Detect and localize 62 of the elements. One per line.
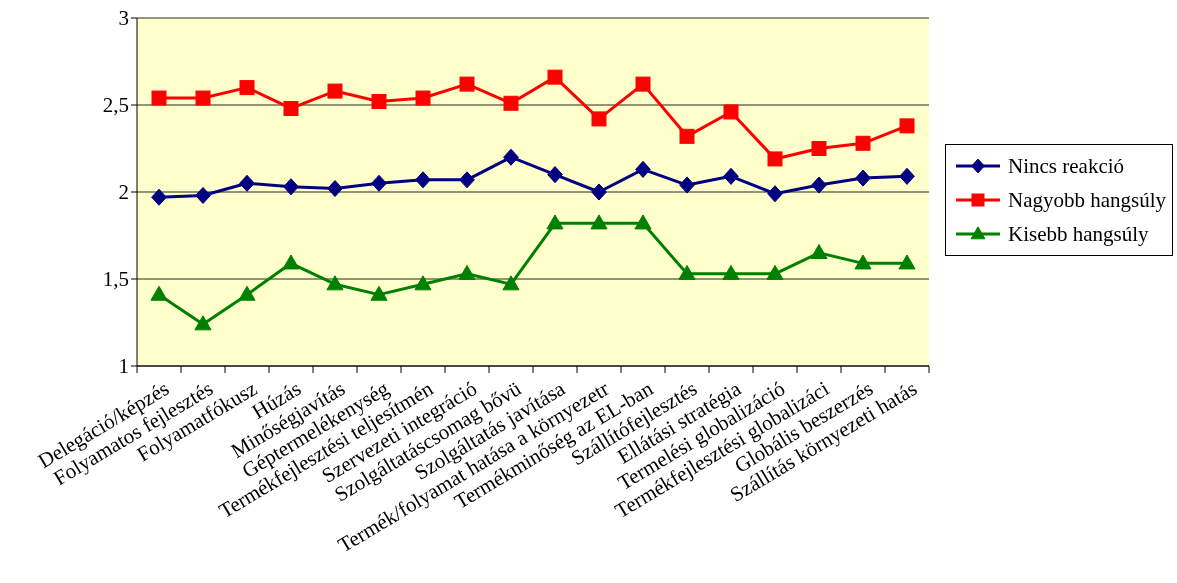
point [767,185,783,203]
point [458,264,476,280]
point [767,151,783,167]
point [150,285,168,301]
point [195,186,211,205]
legend-label: Nagyobb hangsúly [1008,187,1167,213]
y-tick-label: 2 [118,180,129,205]
point [327,179,343,198]
point [899,118,915,134]
point [723,104,739,120]
point [503,148,519,166]
point [239,80,255,96]
point [898,254,916,270]
legend-label: Nincs reakció [1008,153,1125,179]
point [414,275,432,291]
point [811,176,827,194]
point [679,128,695,144]
point [855,135,871,151]
point [679,176,695,194]
point [547,69,563,85]
point [635,76,651,92]
point [722,264,740,280]
y-tick-label: 2,5 [102,93,129,118]
point [591,183,607,201]
point [282,254,300,270]
point [151,90,167,106]
point [415,171,431,189]
point [723,167,739,185]
y-tick-label: 1,5 [102,267,129,292]
point [238,285,256,301]
point [327,83,343,99]
point [283,100,299,116]
point [371,174,387,192]
point [371,94,387,110]
point [546,214,564,230]
point [678,264,696,280]
point [459,171,475,189]
point [811,141,827,156]
point [766,264,784,280]
point [151,188,167,206]
point [854,254,872,270]
legend-label: Kisebb hangsúly [1008,221,1149,247]
point [590,214,608,230]
point [283,178,299,196]
point [634,214,652,230]
y-tick-label: 1 [118,354,129,379]
point [635,160,651,178]
point [415,90,431,106]
point [503,95,519,111]
point [326,275,344,291]
point [855,169,871,187]
point [899,167,915,185]
point [547,166,563,184]
point [370,285,388,301]
point [194,315,212,331]
y-tick-label: 3 [118,6,129,31]
point [810,244,828,259]
point [591,111,607,127]
point [195,90,211,106]
point [459,76,475,92]
point [239,174,255,192]
point [502,275,520,291]
